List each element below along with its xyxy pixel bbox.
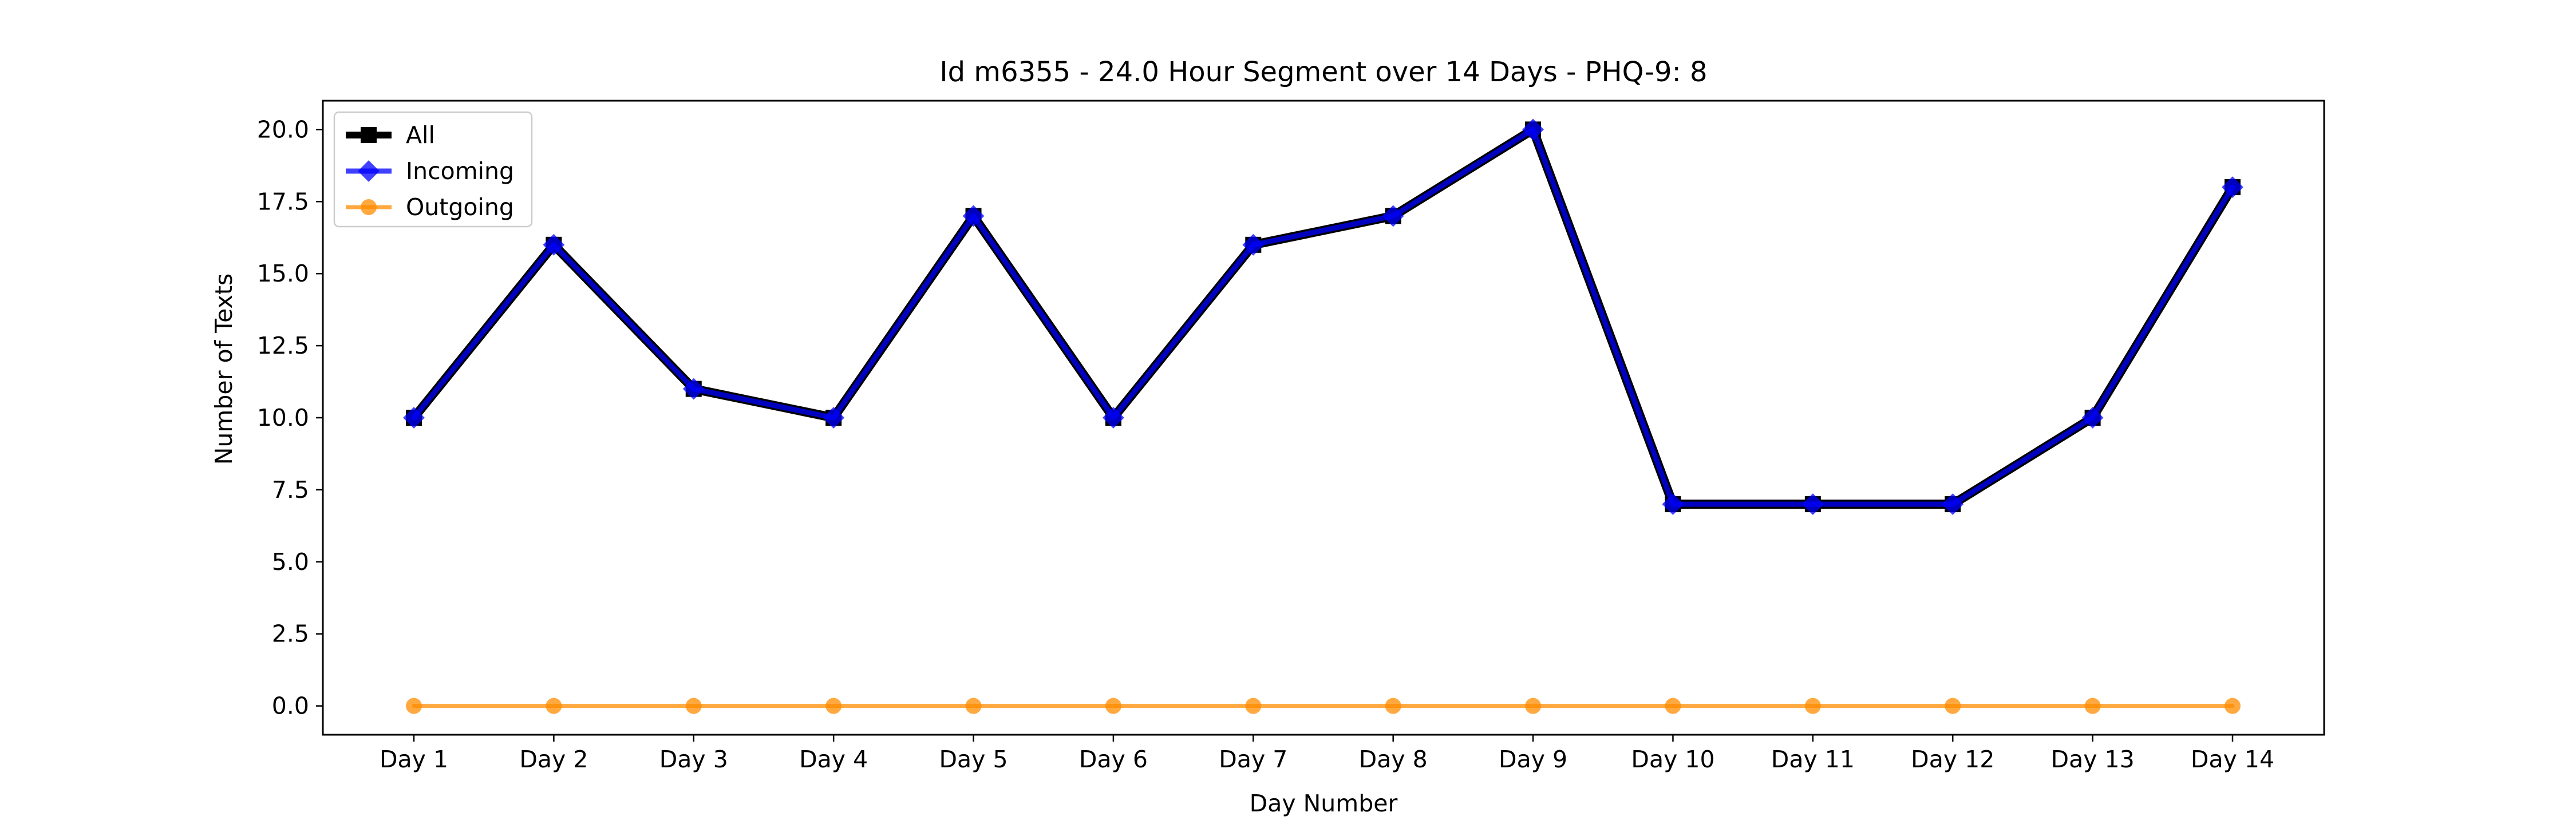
legend-marker [358,160,380,182]
chart-title: Id m6355 - 24.0 Hour Segment over 14 Day… [939,56,1707,88]
legend-item-all: All [346,121,435,149]
legend-marker [361,127,377,143]
data-point-incoming [682,378,705,400]
x-tick-label: Day 7 [1219,746,1287,773]
data-point-incoming [543,233,565,256]
data-point-incoming [962,205,985,227]
legend-item-outgoing: Outgoing [346,193,514,221]
data-point-incoming [1662,493,1684,515]
data-point-outgoing [1945,698,1961,714]
data-point-outgoing [2225,698,2241,714]
y-tick-label: 20.0 [257,116,309,143]
y-tick-label: 12.5 [257,332,309,359]
data-point-outgoing [825,698,842,714]
legend-box [333,111,533,228]
series-line-incoming [411,126,2235,507]
y-tick-label: 5.0 [272,548,309,576]
data-point-incoming [823,407,845,429]
data-point-outgoing [1665,698,1681,714]
y-tick-label: 2.5 [272,620,309,648]
x-tick-label: Day 11 [1771,746,1855,773]
data-point-outgoing [685,698,702,714]
legend-label: Incoming [406,157,514,185]
series-outgoing [406,698,2241,714]
x-tick-label: Day 14 [2191,746,2274,773]
x-tick-label: Day 9 [1499,746,1567,773]
series-incoming [403,118,2243,515]
data-point-incoming [1942,493,1964,515]
axes: Day 1 Day 2 Day 3 Day 4 Day 5 Day 6 Day 7 Day 8… [257,116,2274,773]
data-point-outgoing [1105,698,1121,714]
plot-area [403,118,2243,714]
x-tick-label: Day 10 [1631,746,1714,773]
data-point-outgoing [2084,698,2101,714]
y-tick-label: 15.0 [257,260,309,287]
x-tick-label: Day 1 [380,746,448,773]
x-tick-label: Day 4 [799,746,868,773]
data-point-incoming [1242,233,1265,256]
data-point-outgoing [406,698,422,714]
data-point-outgoing [1804,698,1821,714]
data-point-incoming [2222,176,2243,198]
y-tick-label: 0.0 [272,692,309,720]
legend-label: Outgoing [406,193,514,221]
legend-label: All [406,121,435,149]
y-tick-label: 7.5 [272,476,309,504]
data-point-outgoing [1245,698,1262,714]
y-tick-label: 10.0 [257,404,309,431]
data-point-outgoing [1385,698,1401,714]
x-tick-label: Day 2 [519,746,588,773]
data-point-outgoing [546,698,562,714]
data-point-outgoing [965,698,982,714]
legend-marker [361,199,377,215]
data-point-incoming [403,407,425,429]
data-point-incoming [2081,407,2104,429]
y-tick-label: 17.5 [257,188,309,215]
x-tick-label: Day 3 [659,746,728,773]
data-point-incoming [1801,493,1824,515]
legend-item-incoming: Incoming [346,157,514,185]
x-tick-label: Day 13 [2051,746,2135,773]
x-tick-label: Day 5 [939,746,1008,773]
legend: All Incoming Outgoing [333,111,533,228]
data-point-outgoing [1525,698,1542,714]
y-axis-label: Number of Texts [210,274,238,465]
x-tick-label: Day 8 [1359,746,1428,773]
data-point-incoming [1382,205,1404,227]
data-point-incoming [1522,118,1544,141]
x-tick-label: Day 12 [1911,746,1994,773]
x-axis-label: Day Number [1250,790,1398,817]
x-tick-label: Day 6 [1079,746,1148,773]
data-point-incoming [1103,407,1124,429]
